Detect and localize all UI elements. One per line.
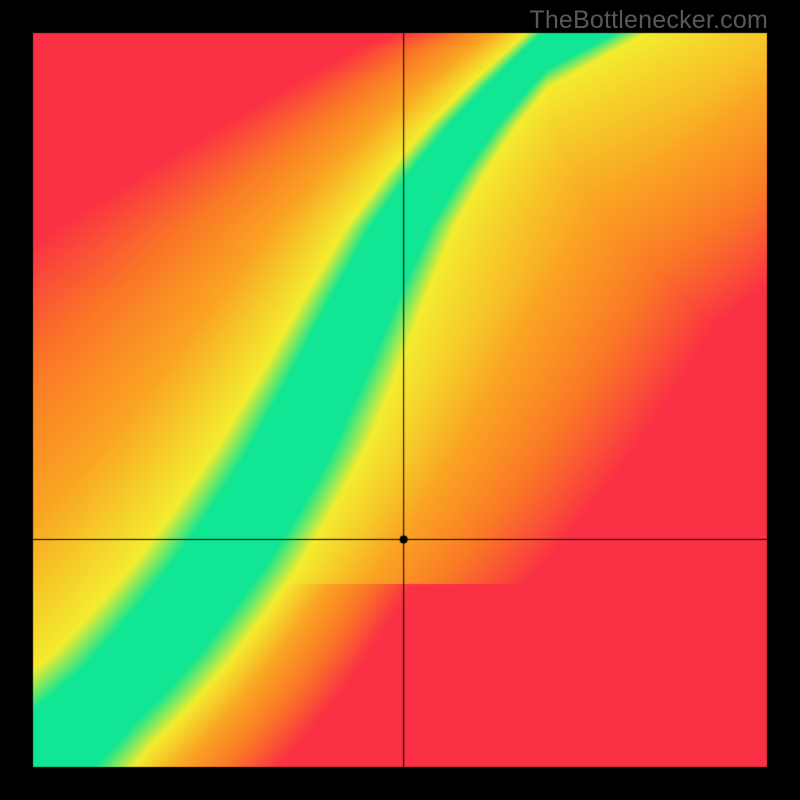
watermark-text: TheBottlenecker.com: [529, 6, 768, 35]
heatmap-canvas: [0, 0, 800, 800]
chart-container: TheBottlenecker.com: [0, 0, 800, 800]
